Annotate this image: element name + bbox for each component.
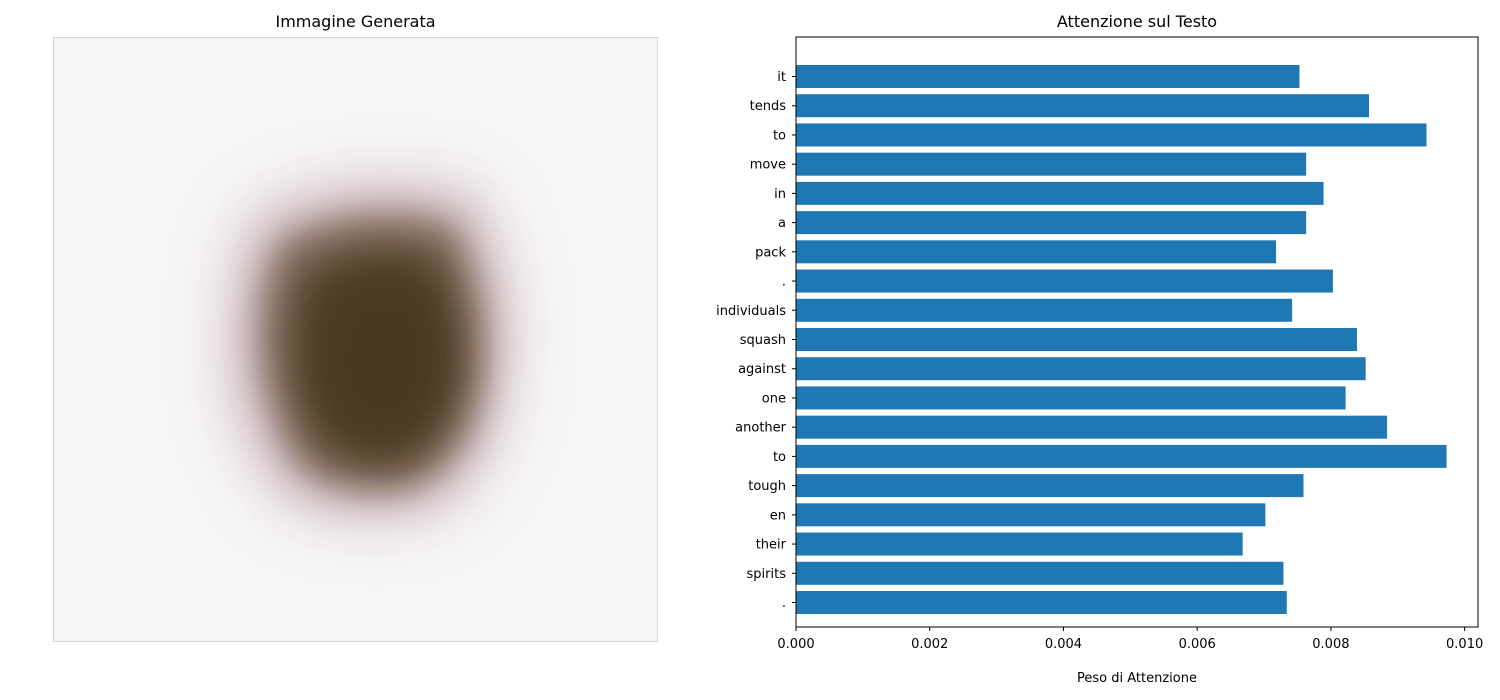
y-tick-label: tough bbox=[748, 479, 786, 494]
y-tick-label: . bbox=[782, 596, 786, 611]
y-tick-label: pack bbox=[755, 245, 786, 260]
x-tick-label: 0.000 bbox=[777, 637, 814, 652]
bar bbox=[796, 65, 1300, 88]
y-tick-label: their bbox=[756, 538, 787, 553]
bar bbox=[796, 94, 1370, 118]
x-tick-label: 0.010 bbox=[1446, 637, 1483, 652]
y-tick-label: squash bbox=[740, 333, 786, 348]
bar bbox=[796, 240, 1277, 264]
image-title: Immagine Generata bbox=[275, 12, 436, 31]
y-tick-label: in bbox=[774, 187, 786, 202]
bar bbox=[796, 357, 1366, 381]
x-tick-label: 0.002 bbox=[911, 637, 948, 652]
bar bbox=[796, 474, 1304, 498]
plot-frame bbox=[795, 36, 1479, 628]
bar bbox=[796, 386, 1346, 410]
y-tick-label: individuals bbox=[716, 304, 786, 319]
x-tick-label: 0.004 bbox=[1045, 637, 1082, 652]
x-tick-label: 0.008 bbox=[1312, 637, 1349, 652]
y-tick-label: move bbox=[750, 158, 786, 173]
y-tick-label: to bbox=[773, 450, 786, 465]
y-tick-label: one bbox=[762, 391, 786, 406]
generated-image bbox=[53, 37, 658, 642]
bar bbox=[796, 532, 1243, 556]
bar bbox=[796, 591, 1287, 614]
y-tick-label: en bbox=[770, 508, 786, 523]
bar bbox=[796, 444, 1447, 468]
bar bbox=[796, 211, 1307, 235]
bar bbox=[796, 269, 1333, 293]
y-tick-label: it bbox=[777, 70, 786, 85]
bar bbox=[796, 561, 1284, 585]
bar bbox=[796, 328, 1357, 351]
y-tick-label: to bbox=[773, 128, 786, 143]
y-tick-label: tends bbox=[750, 99, 787, 114]
bar bbox=[796, 152, 1307, 176]
generated-image-canvas bbox=[54, 38, 657, 641]
bar bbox=[796, 415, 1388, 439]
y-tick-label: another bbox=[735, 421, 786, 436]
chart-title: Attenzione sul Testo bbox=[1056, 12, 1218, 31]
y-tick-label: spirits bbox=[747, 567, 787, 582]
bar bbox=[796, 181, 1324, 205]
y-tick-label: against bbox=[738, 362, 786, 377]
y-tick-label: a bbox=[778, 216, 786, 231]
bar bbox=[796, 298, 1293, 322]
bar bbox=[796, 123, 1427, 147]
x-tick-label: 0.006 bbox=[1179, 637, 1216, 652]
y-tick-label: . bbox=[782, 275, 786, 290]
x-axis-label: Peso di Attenzione bbox=[1077, 671, 1197, 686]
bar bbox=[796, 503, 1266, 527]
